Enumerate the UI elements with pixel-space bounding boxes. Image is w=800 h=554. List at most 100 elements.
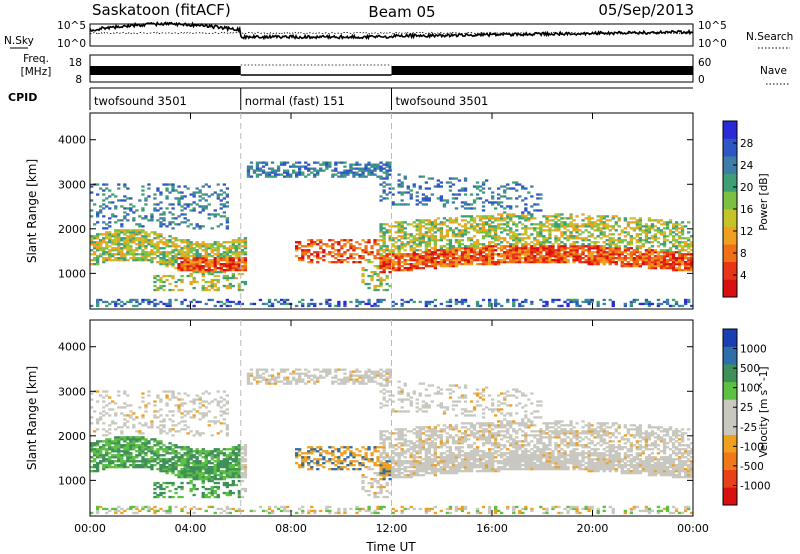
echo-cell [500,215,504,218]
echo-cell [433,253,437,256]
echo-cell [497,237,501,240]
echo-cell [213,398,217,401]
echo-cell [228,247,232,250]
echo-cell [159,225,163,228]
echo-cell [168,460,172,463]
echo-cell [527,235,531,238]
echo-cell [632,261,636,264]
echo-cell [183,263,187,266]
echo-cell [454,253,459,256]
echo-cell [159,487,163,491]
echo-cell [379,239,383,242]
echo-cell [605,243,609,246]
echo-cell [469,193,474,196]
echo-cell [219,470,223,473]
echo-cell [481,261,486,264]
echo-cell [183,207,187,210]
echo-cell [684,269,688,272]
echo-cell [488,249,492,252]
echo-cell [147,235,151,238]
echo-cell [545,237,549,240]
echo-cell [295,380,299,383]
echo-cell [177,263,181,266]
echo-cell [304,460,308,463]
echo-cell [671,298,676,302]
echo-cell [141,259,145,262]
echo-cell [237,300,241,304]
echo-cell [213,485,217,489]
echo-cell [641,229,645,232]
echo-cell [228,458,232,461]
echo-cell [385,255,389,258]
echo-cell [117,235,121,238]
echo-cell [186,462,190,465]
echo-cell [548,253,552,256]
echo-cell [117,239,121,242]
echo-cell [690,267,694,270]
echo-cell [316,161,320,164]
echo-cell [463,245,468,248]
echo-cell [231,265,235,268]
echo-cell [177,215,181,218]
echo-cell [310,509,314,513]
echo-cell [192,255,196,258]
echo-cell [322,462,326,465]
echo-cell [228,462,232,465]
echo-cell [96,243,100,246]
echo-cell [581,225,585,228]
echo-cell [192,280,196,284]
echo-cell [210,493,214,497]
echo-cell [195,241,199,244]
echo-cell [491,237,495,240]
echo-cell [283,163,287,166]
echo-cell [400,261,404,264]
echo-cell [96,420,100,423]
echo-cell [355,163,359,166]
echo-cell [183,414,187,417]
echo-cell [222,191,226,194]
echo-cell [273,376,278,379]
echo-cell [276,173,281,176]
echo-cell [243,476,248,479]
echo-cell [159,400,163,403]
echo-cell [114,446,118,449]
echo-cell [228,489,232,493]
echo-cell [659,229,664,232]
echo-cell [545,249,549,252]
echo-cell [382,163,386,166]
echo-cell [165,481,169,485]
echo-cell [373,304,377,308]
echo-cell [102,422,106,425]
echo-cell [228,255,232,258]
echo-cell [129,505,133,509]
echo-cell [644,237,649,240]
echo-cell [96,221,100,224]
echo-cell [159,247,163,250]
echo-cell [96,390,100,393]
echo-cell [141,241,145,244]
echo-cell [279,509,284,513]
echo-cell [129,438,133,441]
echo-cell [554,227,558,230]
echo-cell [283,169,287,172]
echo-cell [168,302,172,306]
echo-cell [602,231,606,234]
echo-cell [454,177,459,180]
echo-cell [144,438,148,441]
echo-cell [210,489,214,493]
echo-cell [684,255,688,258]
echo-cell [364,245,368,248]
echo-cell [111,448,115,451]
echo-cell [512,239,516,242]
echo-cell [322,249,326,252]
echo-cell [656,259,661,262]
echo-cell [515,197,519,200]
echo-cell [183,452,187,455]
echo-cell [418,227,422,230]
echo-cell [165,261,169,264]
echo-cell [572,237,576,240]
echo-cell [276,507,281,511]
echo-cell [509,229,513,232]
echo-cell [237,255,241,258]
echo-cell [234,474,238,477]
